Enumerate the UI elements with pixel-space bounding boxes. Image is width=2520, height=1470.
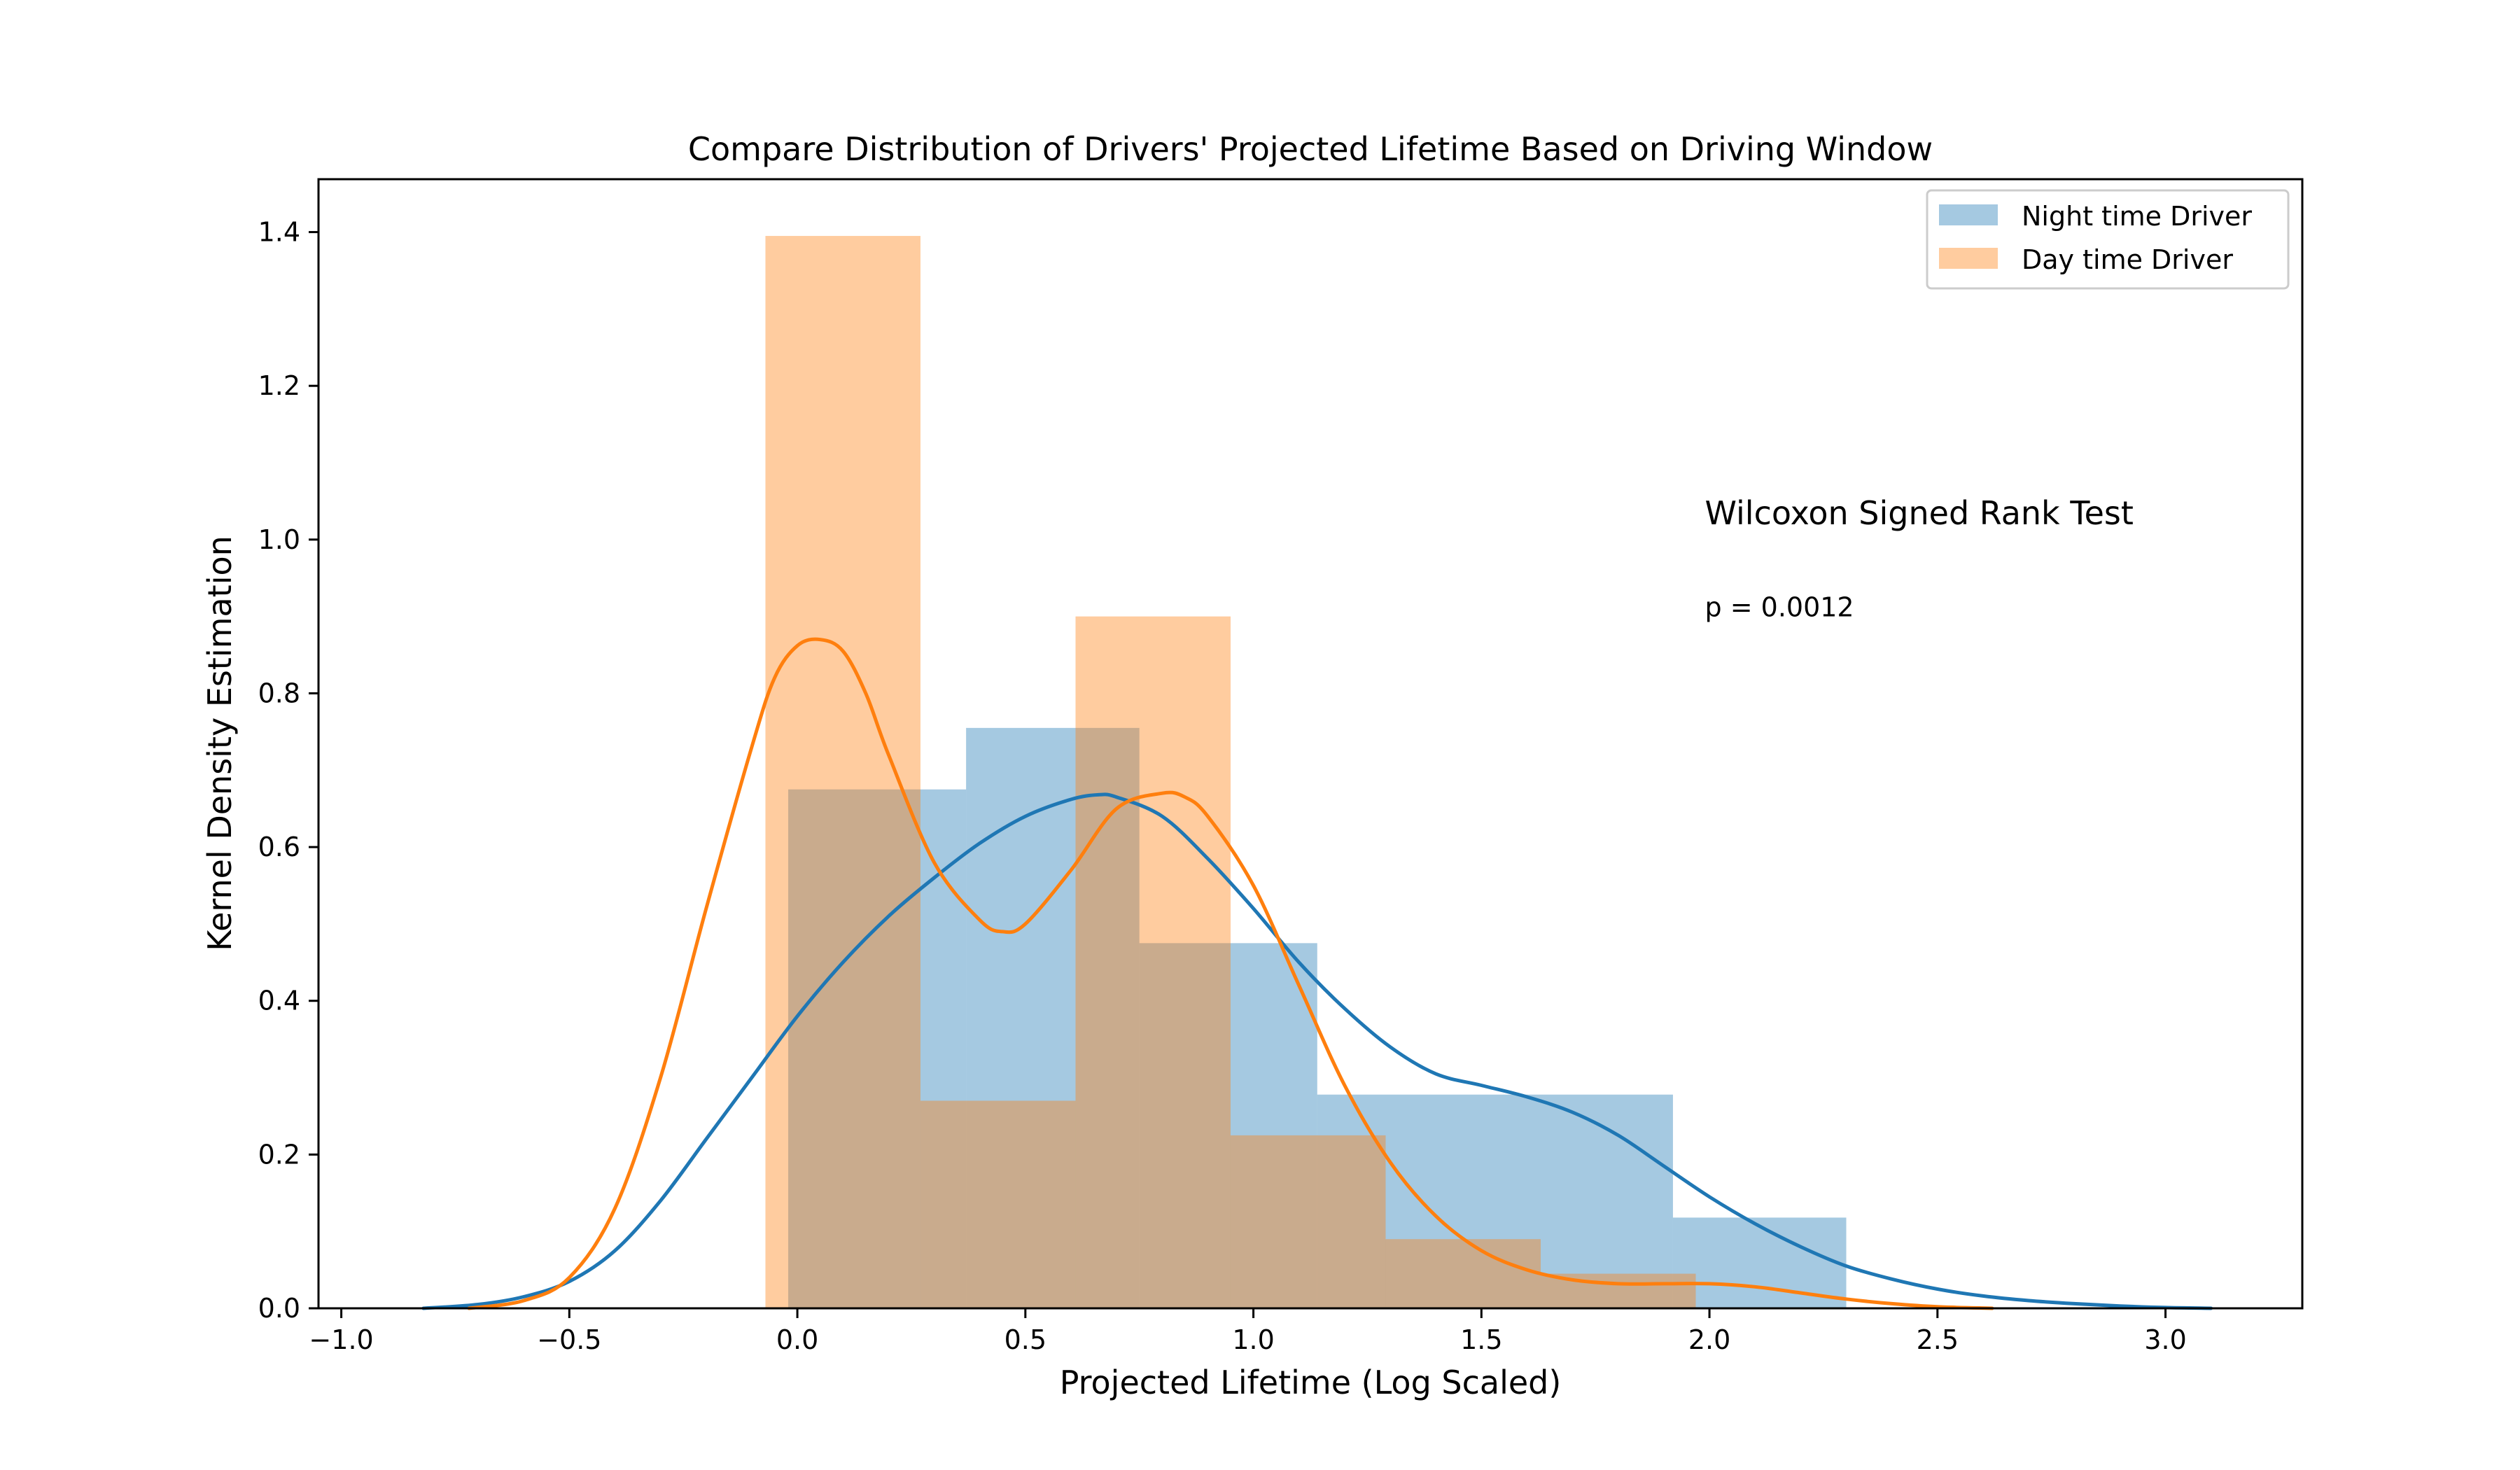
legend: Night time Driver Day time Driver xyxy=(1926,189,2290,290)
histogram-bar-night-4 xyxy=(1672,1217,1847,1308)
x-tick-label: 2.5 xyxy=(1917,1324,1959,1355)
y-tick-label: 1.0 xyxy=(258,524,300,555)
x-axis-ticks: −1.0 −0.5 0.0 0.5 1.0 1.5 2.0 2.5 3.0 xyxy=(309,1308,2187,1355)
y-tick-label: 0.0 xyxy=(258,1293,300,1324)
chart-title: Compare Distribution of Drivers' Project… xyxy=(688,130,1933,168)
histogram-bar-night-3 xyxy=(1317,1094,1673,1308)
x-tick-label: 2.0 xyxy=(1688,1324,1730,1355)
annotation-test-name: Wilcoxon Signed Rank Test xyxy=(1705,494,2134,532)
x-tick-label: 3.0 xyxy=(2144,1324,2186,1355)
x-tick-label: 1.0 xyxy=(1232,1324,1274,1355)
x-tick-label: −0.5 xyxy=(537,1324,601,1355)
x-tick-label: 0.5 xyxy=(1004,1324,1046,1355)
legend-swatch-day xyxy=(1939,248,1998,269)
legend-swatch-night xyxy=(1939,204,1998,225)
histogram-bar-day-1 xyxy=(920,1100,1076,1308)
histogram-bar-day-4 xyxy=(1385,1239,1541,1308)
y-tick-label: 1.2 xyxy=(258,370,300,401)
histogram-bar-day-2 xyxy=(1075,616,1231,1308)
legend-label-night: Night time Driver xyxy=(2022,201,2252,232)
y-tick-label: 0.8 xyxy=(258,678,300,708)
x-tick-label: 1.5 xyxy=(1460,1324,1502,1355)
kde-curves xyxy=(421,637,2213,1310)
annotation-p-value: p = 0.0012 xyxy=(1705,592,1854,623)
x-tick-label: 0.0 xyxy=(776,1324,818,1355)
y-axis-label: Kernel Density Estimation xyxy=(201,536,239,951)
histogram-bar-night-1 xyxy=(966,727,1140,1308)
y-tick-label: 0.2 xyxy=(258,1139,300,1170)
histogram-bar-night-2 xyxy=(1139,943,1317,1308)
x-axis-label: Projected Lifetime (Log Scaled) xyxy=(1060,1364,1562,1401)
legend-box xyxy=(1926,189,2290,290)
y-tick-label: 0.6 xyxy=(258,832,300,862)
legend-label-day: Day time Driver xyxy=(2022,244,2233,275)
axes-frame xyxy=(317,178,2304,1310)
plot-area xyxy=(421,236,2213,1310)
y-axis-ticks: 0.0 0.2 0.4 0.6 0.8 1.0 1.2 1.4 xyxy=(258,217,318,1324)
kde-curve-day xyxy=(467,637,1994,1310)
y-tick-label: 0.4 xyxy=(258,986,300,1016)
histogram-bar-day-3 xyxy=(1230,1135,1386,1308)
y-tick-label: 1.4 xyxy=(258,217,300,248)
x-tick-label: −1.0 xyxy=(309,1324,373,1355)
annotations: Wilcoxon Signed Rank Test p = 0.0012 xyxy=(1705,494,2134,623)
